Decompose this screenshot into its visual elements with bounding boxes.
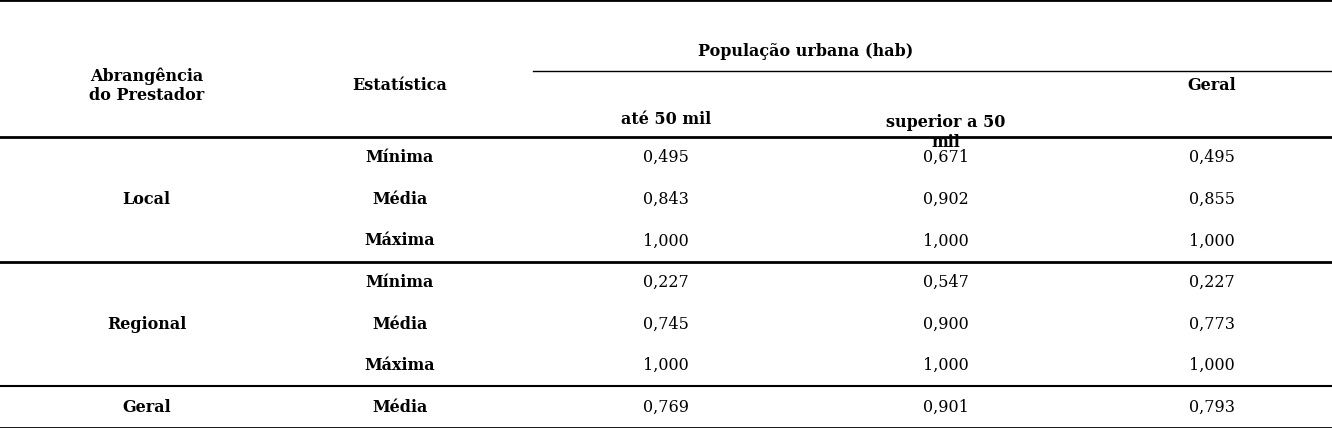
Text: até 50 mil: até 50 mil [621,111,711,128]
Text: 0,495: 0,495 [643,149,689,166]
Text: Média: Média [372,399,428,416]
Text: 0,843: 0,843 [643,191,689,208]
Text: Mínima: Mínima [365,274,434,291]
Text: Regional: Regional [107,315,186,333]
Text: 1,000: 1,000 [1189,232,1235,250]
Text: 0,745: 0,745 [643,315,689,333]
Text: Média: Média [372,315,428,333]
Text: 1,000: 1,000 [923,232,968,250]
Text: 0,227: 0,227 [643,274,689,291]
Text: Geral: Geral [1188,77,1236,94]
Text: 0,547: 0,547 [923,274,968,291]
Text: Média: Média [372,191,428,208]
Text: 0,769: 0,769 [643,399,689,416]
Text: 0,227: 0,227 [1189,274,1235,291]
Text: Local: Local [123,191,170,208]
Text: Máxima: Máxima [364,232,436,250]
Text: 0,902: 0,902 [923,191,968,208]
Text: Estatística: Estatística [352,77,448,94]
Text: 0,495: 0,495 [1189,149,1235,166]
Text: 0,773: 0,773 [1189,315,1235,333]
Text: 0,901: 0,901 [923,399,968,416]
Text: Máxima: Máxima [364,357,436,374]
Text: superior a 50
mil: superior a 50 mil [886,114,1006,151]
Text: 0,671: 0,671 [923,149,968,166]
Text: Abrangência
do Prestador: Abrangência do Prestador [89,67,204,104]
Text: 0,855: 0,855 [1189,191,1235,208]
Text: 0,900: 0,900 [923,315,968,333]
Text: 1,000: 1,000 [643,232,689,250]
Text: 1,000: 1,000 [1189,357,1235,374]
Text: 0,793: 0,793 [1189,399,1235,416]
Text: 1,000: 1,000 [643,357,689,374]
Text: Mínima: Mínima [365,149,434,166]
Text: 1,000: 1,000 [923,357,968,374]
Text: Geral: Geral [123,399,170,416]
Text: População urbana (hab): População urbana (hab) [698,43,914,60]
